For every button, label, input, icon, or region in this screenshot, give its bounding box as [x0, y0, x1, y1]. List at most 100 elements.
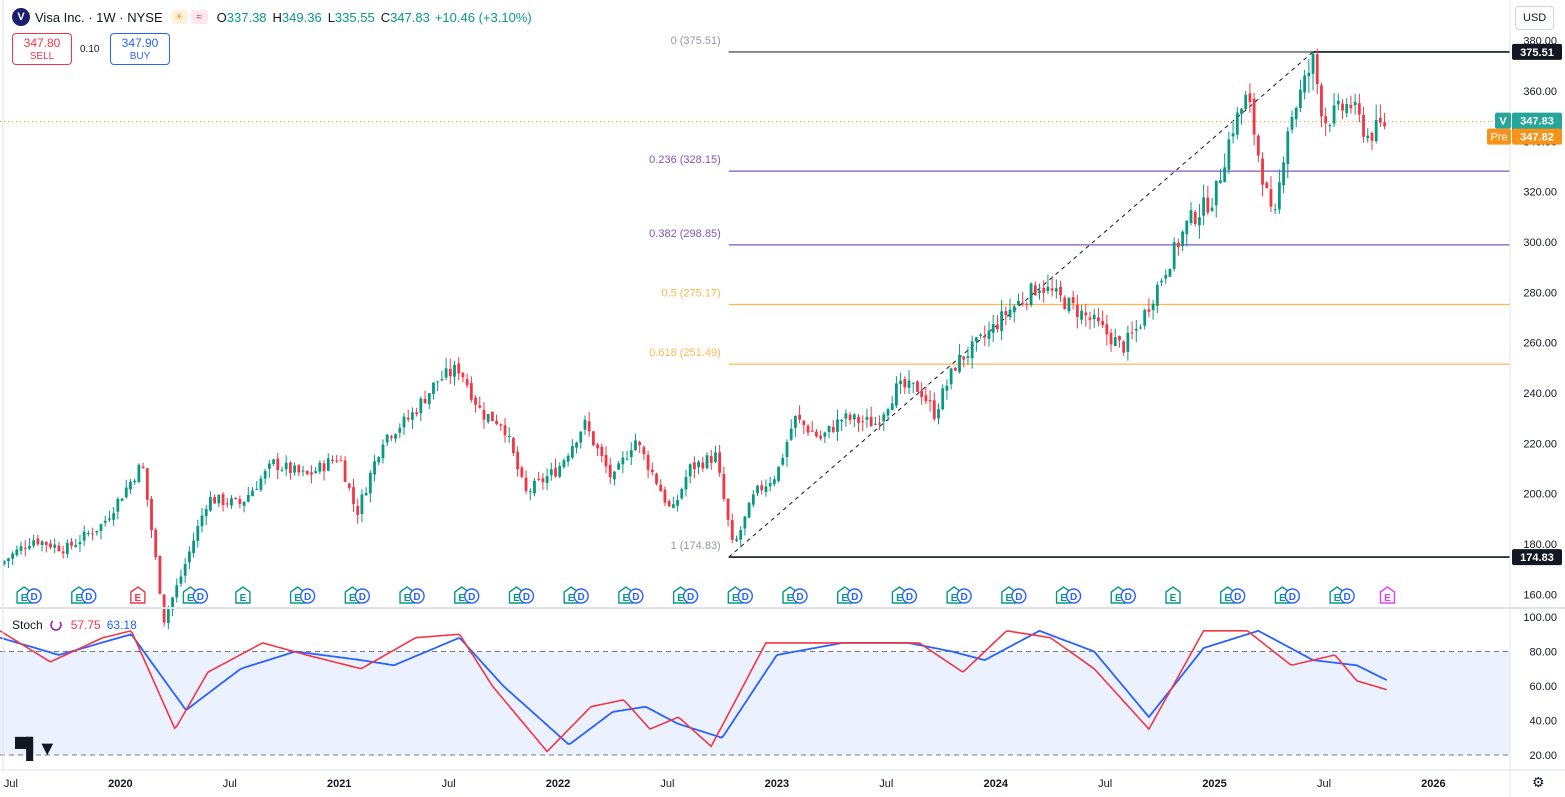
fib-retracement-drawing[interactable]: 0 (375.51) 0.236 (328.15) 0.382 (298.85) 0.… [0, 35, 1510, 558]
candle-body [1012, 306, 1016, 313]
candle-body [78, 542, 82, 544]
candle-body [987, 330, 991, 339]
candle-body [171, 597, 174, 610]
currency-selector[interactable]: USD [1515, 6, 1555, 30]
candle-body [124, 487, 128, 498]
buy-button[interactable]: 347.90 BUY [110, 33, 170, 65]
candle-body [1000, 311, 1004, 331]
candle-body [1084, 312, 1088, 316]
candle-body [213, 497, 217, 504]
candle-body [179, 576, 183, 584]
candle-body [1109, 332, 1113, 345]
candle-body [183, 564, 187, 576]
candle-body [836, 419, 839, 432]
candle-body [659, 484, 663, 492]
earnings-icon-letter: E [1060, 593, 1067, 604]
candle-body [878, 423, 881, 425]
sell-button[interactable]: 347.80 SELL [12, 33, 72, 65]
stoch-axis-label: 60.00 [1529, 681, 1557, 693]
candle-body [911, 382, 915, 384]
candle-body [19, 546, 23, 551]
candle-body [705, 455, 709, 469]
time-axis-label: Jul [1317, 778, 1331, 790]
candle-body [844, 413, 848, 419]
candle-body [1378, 118, 1382, 123]
candlestick-series [2, 48, 1386, 630]
candle-body [756, 485, 759, 494]
candle-body [1252, 98, 1256, 135]
candle-body [314, 471, 318, 474]
earnings-icon-letter: E [623, 593, 630, 604]
candle-body [276, 458, 280, 470]
settings-gear-icon[interactable]: ⚙ [1532, 774, 1545, 790]
dividend-icon [192, 588, 209, 604]
candle-body [305, 471, 309, 475]
candle-body [625, 458, 629, 460]
candle-body [381, 444, 385, 459]
fib-level-label: 0.236 (328.15) [649, 154, 721, 166]
candle-body [1265, 182, 1269, 189]
candle-body [427, 393, 431, 405]
candle-body [1155, 284, 1159, 306]
candle-body [916, 381, 919, 392]
candle-body [11, 553, 15, 559]
time-axis-label: 2025 [1202, 778, 1226, 790]
earnings-icon-letter: E [1224, 593, 1231, 604]
earnings-icon [235, 586, 251, 604]
candle-body [293, 465, 296, 473]
candle-body [1008, 309, 1012, 318]
ohlc-low-value: 335.55 [334, 9, 375, 25]
candle-body [230, 498, 233, 506]
candle-body [1080, 310, 1083, 320]
candle-body [331, 459, 334, 461]
candle-body [133, 480, 137, 483]
candle-body [200, 515, 204, 527]
candle-body [562, 460, 566, 468]
candle-body [108, 518, 111, 520]
candle-body [1038, 290, 1041, 294]
dividend-icon-letter: D [523, 592, 530, 603]
candle-body [1273, 209, 1277, 211]
candle-body [343, 460, 347, 482]
candle-body [802, 420, 806, 426]
candle-body [103, 520, 107, 523]
candle-body [1345, 104, 1349, 114]
candle-body [1185, 220, 1189, 235]
candle-body [983, 335, 987, 338]
ohlc-close-label: C [380, 9, 391, 25]
candle-body [175, 585, 179, 598]
candle-body [356, 506, 360, 515]
candle-body [591, 431, 595, 446]
candle-body [280, 469, 284, 471]
stoch-name[interactable]: Stoch [12, 618, 43, 632]
candle-body [7, 558, 10, 562]
candle-body [234, 498, 238, 500]
candle-body [120, 498, 124, 501]
stoch-d-value: 63.18 [106, 618, 137, 632]
candle-body [1134, 328, 1138, 331]
candle-body [815, 431, 818, 437]
candle-body [953, 368, 957, 371]
candle-body [1113, 337, 1117, 347]
candle-body [789, 428, 793, 440]
candle-body [663, 489, 667, 503]
earnings-icon-letter: E [1115, 593, 1122, 604]
candle-body [49, 543, 52, 548]
dividend-icon [26, 588, 42, 604]
symbol-title[interactable]: Visa Inc. · 1W · NYSE [35, 9, 163, 25]
candle-body [1269, 189, 1273, 207]
candle-body [74, 544, 78, 547]
candle-body [941, 388, 945, 410]
dividend-icon-letter: D [1289, 592, 1296, 603]
dividend-icon-letter: D [687, 592, 694, 603]
dividend-icon-letter: D [578, 592, 585, 603]
spread-value: 0.10 [80, 44, 100, 55]
last-symbol-tag-bg [1495, 112, 1511, 129]
price-axis-label: 220.00 [1523, 438, 1557, 450]
candle-body [503, 425, 507, 436]
candle-body [486, 414, 490, 422]
candle-body [819, 435, 823, 439]
stoch-band [0, 651, 1510, 755]
dividend-icon [464, 588, 480, 604]
